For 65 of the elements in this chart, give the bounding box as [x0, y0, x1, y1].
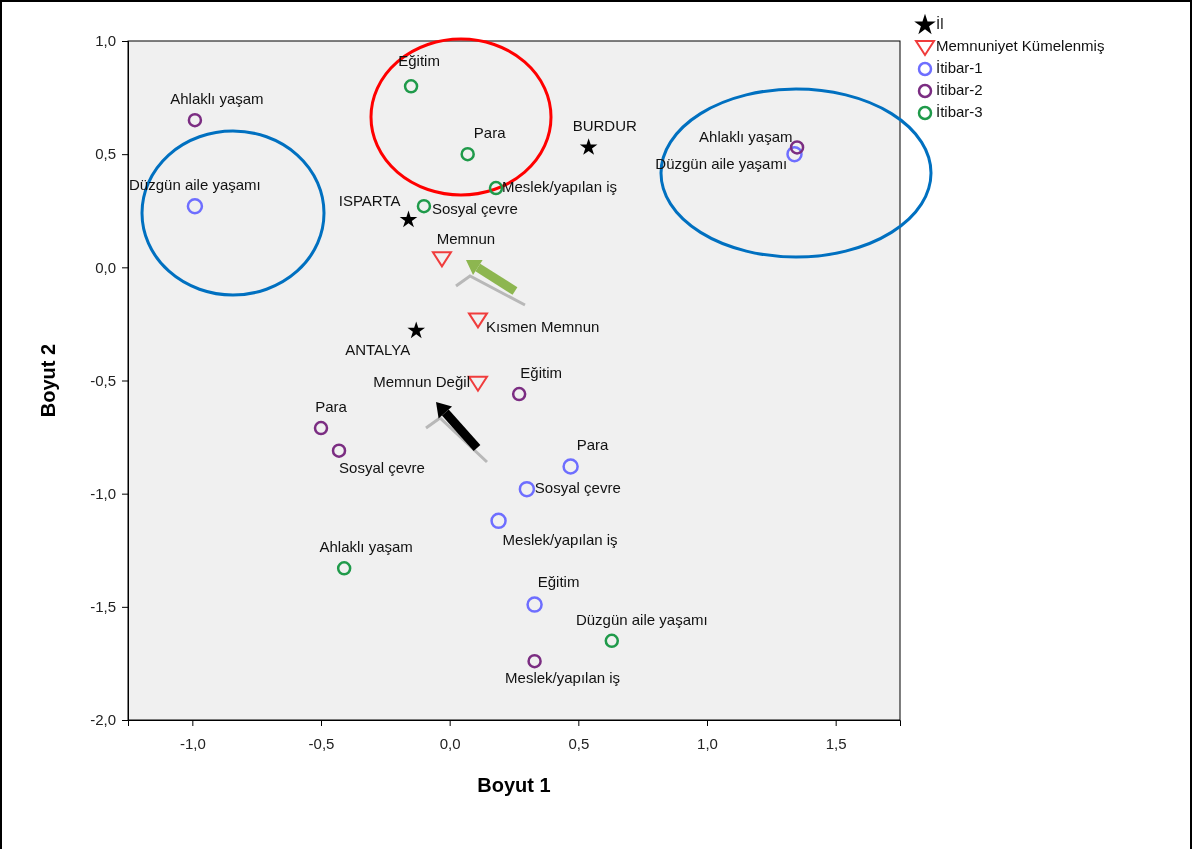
x-tick-label: 0,0: [439, 734, 461, 752]
point: [416, 198, 432, 214]
point: [331, 443, 347, 458]
annotation: Eğitim: [520, 364, 562, 382]
legend-label: Memnuniyet Kümelenmiş: [936, 36, 1105, 54]
annotation: Para: [315, 398, 348, 415]
annotation: Memnun Değil: [373, 372, 470, 390]
annotation: Eğitim: [537, 572, 580, 590]
annotation: Para: [576, 436, 610, 454]
legend-label: İtibar-2: [936, 80, 983, 98]
point: [467, 312, 488, 329]
annotation: Ahlaklı yaşam: [319, 538, 413, 556]
annotation: Para: [473, 124, 507, 142]
point: [526, 596, 543, 613]
point: [403, 79, 419, 94]
annotation: Sosyal çevre: [534, 479, 621, 497]
y-tick-label: -1,0: [90, 484, 116, 502]
y-tick-label: 0,5: [95, 145, 116, 163]
x-tick-label: 0,5: [568, 734, 590, 752]
point: [488, 180, 504, 196]
annotation: Sosyal çevre: [431, 200, 518, 218]
annotation: Meslek/yapılan iş: [505, 669, 621, 687]
y-tick-label: -2,0: [90, 711, 116, 729]
y-tick-label: 0,0: [95, 258, 116, 276]
annotation: BURDUR: [572, 117, 637, 135]
point: [579, 138, 598, 155]
point: [467, 375, 488, 392]
annotation: Ahlaklı yaşam: [170, 90, 264, 108]
point: [186, 197, 204, 215]
annotation: Meslek/yapılan iş: [502, 530, 618, 548]
point: [786, 145, 803, 163]
x-tick-label: 1,5: [825, 734, 847, 752]
point: [511, 386, 527, 402]
legend-label: İl: [936, 14, 944, 32]
y-tick-label: -0,5: [90, 371, 116, 389]
annotation: ANTALYA: [345, 340, 411, 358]
point: [399, 210, 418, 228]
point: [460, 146, 475, 162]
annotation: Ahlaklı yaşam: [699, 128, 793, 146]
point: [562, 458, 579, 475]
point: [518, 480, 536, 498]
y-tick-label: 1,0: [95, 32, 116, 50]
point: [313, 420, 329, 436]
x-tick-label: 1,0: [697, 734, 718, 752]
legend-label: İtibar-3: [936, 102, 983, 120]
y-tick-label: -1,5: [90, 598, 116, 616]
point: [490, 512, 507, 530]
x-tick-label: -1,0: [179, 734, 206, 752]
annotation: ISPARTA: [338, 191, 401, 209]
x-tick-label: -0,5: [308, 734, 335, 752]
point: [336, 561, 352, 576]
x-axis-title: Boyut 1: [477, 774, 551, 796]
point: [604, 633, 620, 649]
legend-label: İtibar-1: [936, 58, 983, 76]
point: [431, 251, 452, 268]
point: [187, 112, 203, 128]
annotation: Düzgün aile yaşamı: [575, 610, 708, 628]
y-axis-title: Boyut 2: [37, 343, 59, 418]
annotation: Eğitim: [398, 52, 440, 70]
annotation: Memnun: [436, 230, 496, 248]
annotation: Meslek/yapılan iş: [501, 178, 618, 196]
point: [527, 653, 542, 669]
annotation: Sosyal çevre: [339, 458, 425, 476]
point: [407, 321, 426, 339]
annotation: Kısmen Memnun: [485, 318, 600, 336]
